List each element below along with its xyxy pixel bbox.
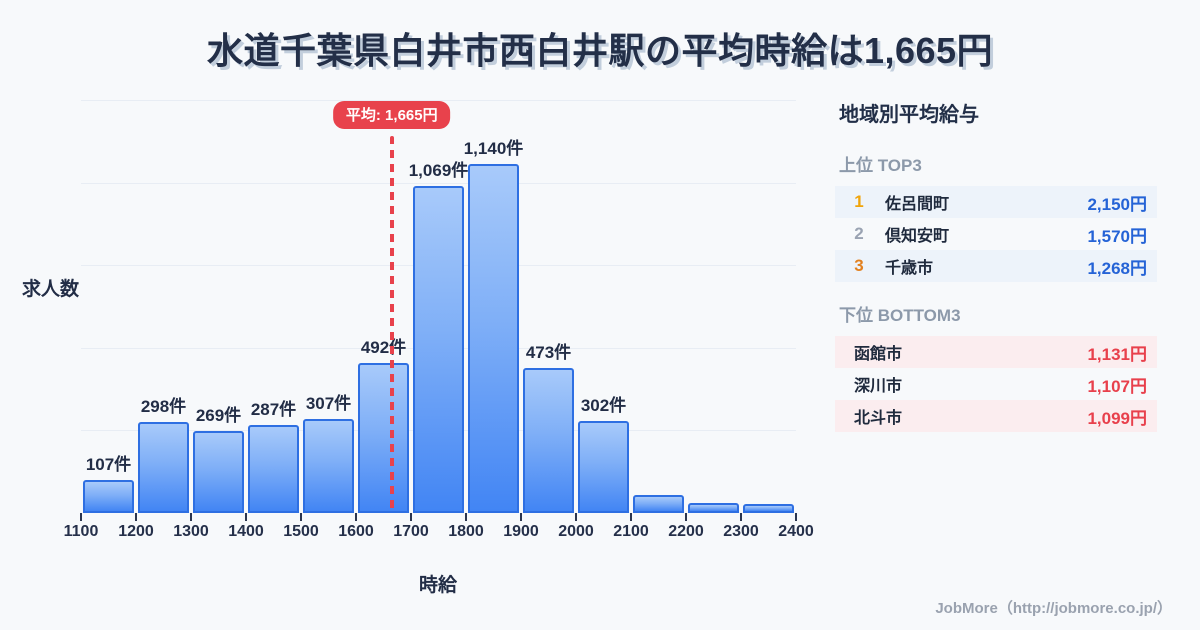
bar-value-label: 107件 xyxy=(85,455,132,475)
histogram-bar xyxy=(468,164,519,513)
rank-number: 1 xyxy=(854,192,864,211)
top3-card: 1 佐呂間町 2,150円 2 倶知安町 1,570円 3 千歳市 1,268円 xyxy=(835,186,1157,282)
region-name: 函館市 xyxy=(854,346,903,363)
bottom3-heading: 下位 BOTTOM3 xyxy=(839,306,961,325)
x-axis-tick-label: 1500 xyxy=(283,523,319,540)
bar-value-label: 1,140件 xyxy=(463,139,524,159)
page-title: 水道千葉県白井市西白井駅の平均時給は1,665円 xyxy=(206,30,994,71)
region-wage-value: 1,570円 xyxy=(1087,226,1147,246)
histogram-bar xyxy=(193,430,244,513)
histogram-bar xyxy=(413,185,464,513)
x-axis-tick xyxy=(630,513,632,521)
histogram-bar xyxy=(248,425,299,513)
x-axis-tick-label: 1900 xyxy=(503,523,539,540)
histogram-bar xyxy=(358,362,409,513)
ranking-row: 北斗市 1,099円 xyxy=(835,400,1157,432)
bar-value-label: 302件 xyxy=(580,395,627,415)
x-axis-tick-label: 2200 xyxy=(668,523,704,540)
x-axis-tick xyxy=(575,513,577,521)
region-name: 倶知安町 xyxy=(885,228,950,245)
region-name: 千歳市 xyxy=(885,260,934,277)
region-wage-value: 1,107円 xyxy=(1087,376,1147,396)
x-axis-tick-label: 1700 xyxy=(393,523,429,540)
region-name: 深川市 xyxy=(854,378,903,395)
x-axis-tick xyxy=(410,513,412,521)
bottom3-card: 函館市 1,131円深川市 1,107円北斗市 1,099円 xyxy=(835,336,1157,432)
region-wage-value: 1,131円 xyxy=(1087,344,1147,364)
x-axis-tick xyxy=(795,513,797,521)
region-wage-value: 1,268円 xyxy=(1087,258,1147,278)
bar-value-label: 307件 xyxy=(305,394,352,414)
ranking-row: 深川市 1,107円 xyxy=(835,368,1157,400)
x-axis-tick xyxy=(80,513,82,521)
x-axis-label: 時給 xyxy=(418,575,458,596)
histogram-bar xyxy=(523,368,574,513)
histogram-plot-area: 107件 298件 269件 287件 307件 492件 1,069件 1,140件 473件… xyxy=(64,100,814,540)
histogram-bar xyxy=(303,419,354,513)
bar-value-label: 1,069件 xyxy=(408,160,469,180)
histogram-bar xyxy=(743,504,794,513)
region-name: 佐呂間町 xyxy=(885,196,950,213)
x-axis-tick-label: 2400 xyxy=(778,523,814,540)
x-axis-tick xyxy=(190,513,192,521)
histogram-bar xyxy=(83,480,134,513)
x-axis-tick xyxy=(245,513,247,521)
x-axis-tick-label: 1200 xyxy=(118,523,154,540)
histogram-bar xyxy=(578,420,629,513)
rank-number: 3 xyxy=(854,256,864,275)
x-axis-tick xyxy=(520,513,522,521)
x-axis-tick-label: 1300 xyxy=(173,523,209,540)
x-axis-tick xyxy=(300,513,302,521)
bar-value-label: 269件 xyxy=(195,405,242,425)
x-axis-tick-label: 1100 xyxy=(63,523,99,540)
region-ranking-sidebar: 地域別平均給与 上位 TOP3 1 佐呂間町 2,150円 2 倶知安町 1,570円 3 千… xyxy=(835,98,1157,432)
x-axis-tick xyxy=(465,513,467,521)
ranking-row: 函館市 1,131円 xyxy=(835,336,1157,368)
region-wage-value: 2,150円 xyxy=(1087,194,1147,214)
bar-value-label: 287件 xyxy=(250,400,297,420)
gridline xyxy=(81,182,796,184)
x-axis-tick-label: 1600 xyxy=(338,523,374,540)
x-axis-tick-label: 1800 xyxy=(448,523,484,540)
gridline xyxy=(81,100,796,101)
ranking-row: 2 倶知安町 1,570円 xyxy=(835,218,1157,250)
bar-value-label: 298件 xyxy=(140,396,187,416)
histogram-bar xyxy=(688,503,739,513)
region-name: 北斗市 xyxy=(854,410,903,427)
rank-number: 2 xyxy=(854,224,864,243)
ranking-row: 1 佐呂間町 2,150円 xyxy=(835,186,1157,218)
average-line xyxy=(389,136,394,513)
sidebar-title: 地域別平均給与 xyxy=(839,104,979,126)
ranking-row: 3 千歳市 1,268円 xyxy=(835,250,1157,282)
top3-heading: 上位 TOP3 xyxy=(839,156,922,175)
average-badge: 平均: 1,665円 xyxy=(332,101,451,129)
region-wage-value: 1,099円 xyxy=(1087,408,1147,428)
x-axis-tick-label: 2300 xyxy=(723,523,759,540)
histogram-bar xyxy=(138,421,189,513)
x-axis-tick xyxy=(135,513,137,521)
x-axis-tick xyxy=(740,513,742,521)
x-axis-tick xyxy=(685,513,687,521)
x-axis-tick xyxy=(355,513,357,521)
x-axis-tick-label: 2100 xyxy=(613,523,649,540)
bar-value-label: 473件 xyxy=(525,343,572,363)
y-axis-label: 求人数 xyxy=(22,279,80,300)
x-axis-tick-label: 2000 xyxy=(558,523,594,540)
credit-text: JobMore（http://jobmore.co.jp/） xyxy=(935,600,1172,617)
x-axis-tick-label: 1400 xyxy=(228,523,264,540)
bar-value-label: 492件 xyxy=(360,337,407,357)
histogram-bar xyxy=(633,494,684,513)
